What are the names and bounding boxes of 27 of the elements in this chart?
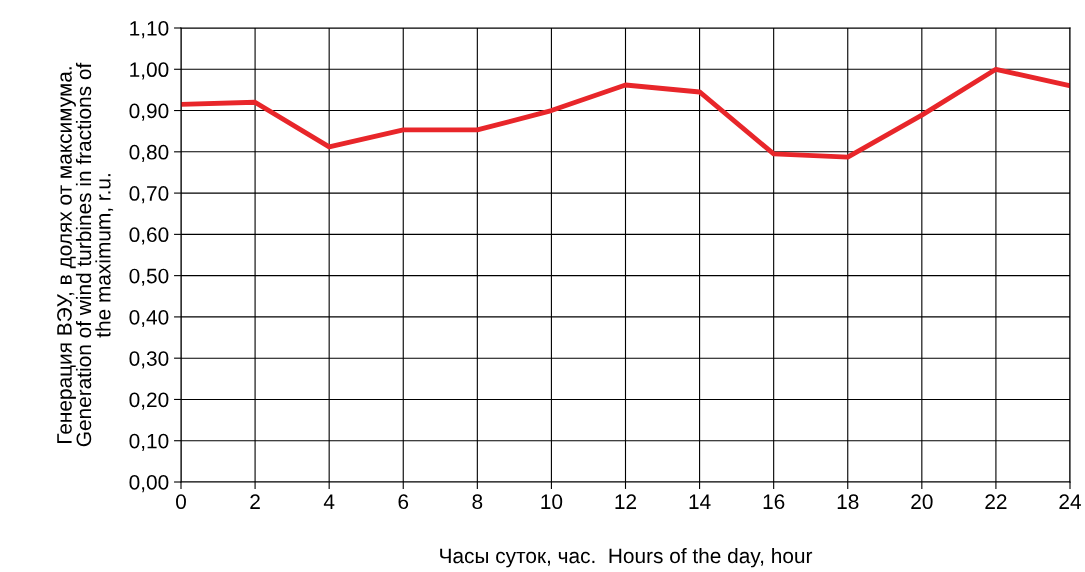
y-axis-title: Генерация ВЭУ, в долях от максимума. Generation of wind turbines in fractions of the maximum, r.u.: [57, 62, 114, 447]
y-tick-label: 0,80: [129, 144, 169, 163]
x-tick-label: 2: [250, 494, 260, 509]
y-tick-label: 0,50: [129, 268, 169, 286]
x-tick-label: 0: [176, 494, 186, 510]
x-tick-label: 6: [398, 494, 409, 510]
x-tick-label: 10: [541, 494, 563, 510]
x-axis-title: Часы суток, час. Hours of the day, hour: [440, 547, 813, 568]
x-tick-label: 8: [472, 494, 483, 510]
y-tick-label: 0,10: [129, 433, 169, 451]
x-tick-label: 12: [615, 494, 637, 509]
y-tick-label: 0,90: [129, 103, 169, 121]
x-tick-label: 24: [1059, 494, 1081, 509]
x-tick-label: 22: [985, 494, 1007, 509]
y-tick-label: 0,70: [129, 186, 169, 204]
y-tick-label: 1,00: [130, 62, 169, 80]
x-tick-label: 20: [911, 494, 933, 510]
y-tick-label: 0,40: [129, 309, 169, 328]
y-tick-label: 0,00: [129, 475, 169, 493]
y-tick-label: 0,60: [129, 227, 169, 245]
x-tick-label: 16: [763, 494, 785, 510]
x-tick-label: 18: [837, 494, 859, 510]
y-tick-label: 0,20: [129, 392, 169, 410]
y-tick-label: 0,30: [129, 351, 169, 369]
y-tick-label: 1,10: [130, 21, 169, 39]
x-tick-label: 14: [689, 494, 711, 509]
x-tick-label: 4: [323, 494, 335, 509]
